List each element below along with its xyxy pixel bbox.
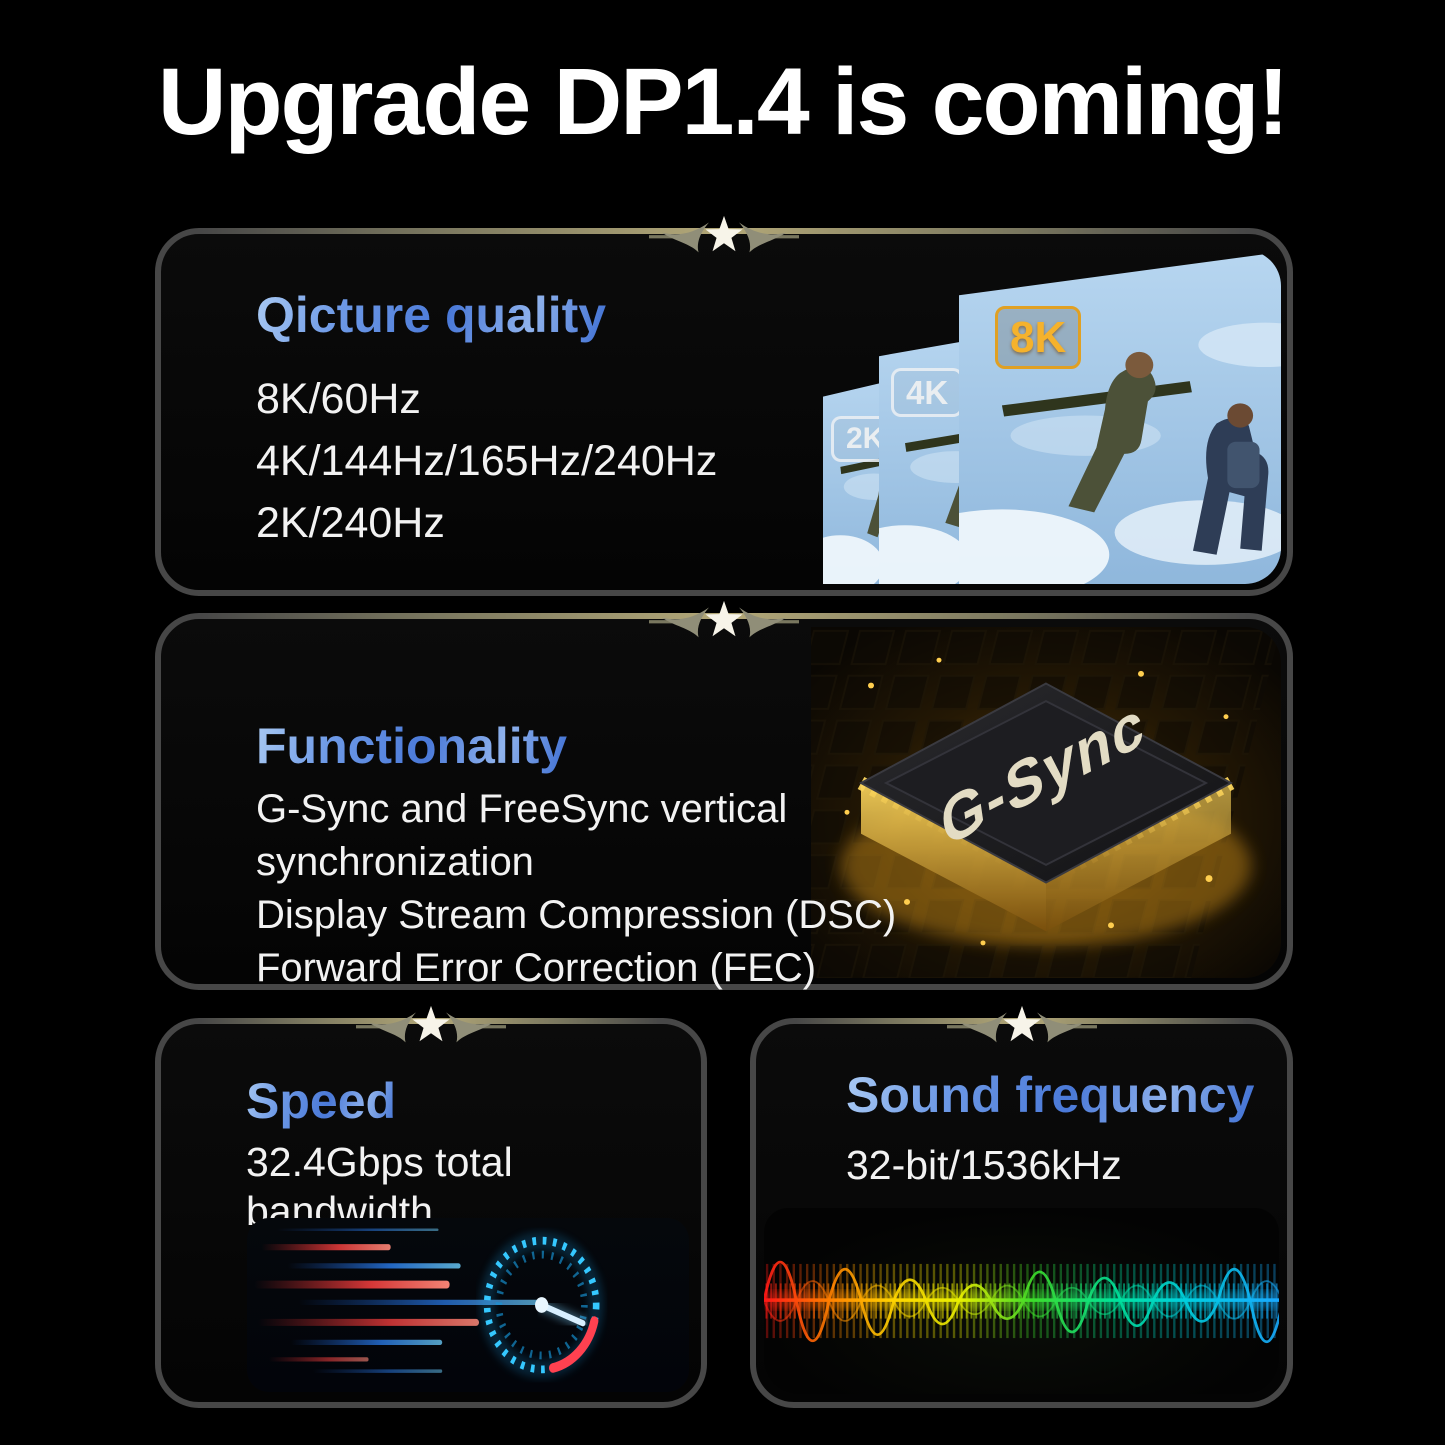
page-title: Upgrade DP1.4 is coming! [157, 49, 1289, 155]
feature-fec: Forward Error Correction (FEC) [256, 946, 817, 990]
panel-speed: Speed 32.4Gbps total bandwidth [155, 1018, 707, 1408]
badge-4k: 4K [891, 368, 964, 418]
speed-heading: Speed [246, 1073, 397, 1129]
star-divider-icon [649, 208, 799, 255]
panel-functionality: G-Sync Functionality G-Sync and FreeSync… [155, 613, 1293, 990]
gsync-chip-illustration: G-Sync [811, 627, 1281, 978]
sound-frequency-heading: Sound frequency [846, 1067, 1255, 1123]
feature-dsc: Display Stream Compression (DSC) [256, 893, 897, 937]
spec-8k: 8K/60Hz [256, 375, 421, 423]
functionality-heading: Functionality [256, 718, 568, 774]
spec-2k: 2K/240Hz [256, 499, 445, 547]
picture-quality-heading: Qicture quality [256, 287, 607, 343]
feature-list: G-Sync and FreeSync vertical synchroniza… [256, 783, 924, 995]
badge-8k: 8K [995, 306, 1082, 369]
feature-vsync: G-Sync and FreeSync vertical synchroniza… [256, 787, 788, 884]
sound-description: 32-bit/1536kHz [846, 1142, 1122, 1188]
speedometer-illustration [247, 1218, 689, 1392]
audio-waveform-illustration [764, 1208, 1279, 1394]
panel-picture-quality: Qicture quality 8K/60Hz 4K/144Hz/165Hz/2… [155, 228, 1293, 596]
panel-sound-frequency: Sound frequency 32-bit/1536kHz [750, 1018, 1293, 1408]
star-divider-icon [649, 593, 799, 640]
star-divider-icon [356, 998, 506, 1045]
resolution-screens-illustration: 2K 4K 8K [819, 250, 1281, 584]
screen-8k: 8K [959, 252, 1281, 584]
screen-4k: 4K [879, 322, 1074, 584]
resolution-spec-list: 8K/60Hz 4K/144Hz/165Hz/240Hz 2K/240Hz [256, 368, 717, 554]
spec-4k: 4K/144Hz/165Hz/240Hz [256, 437, 718, 485]
star-divider-icon [947, 998, 1097, 1045]
